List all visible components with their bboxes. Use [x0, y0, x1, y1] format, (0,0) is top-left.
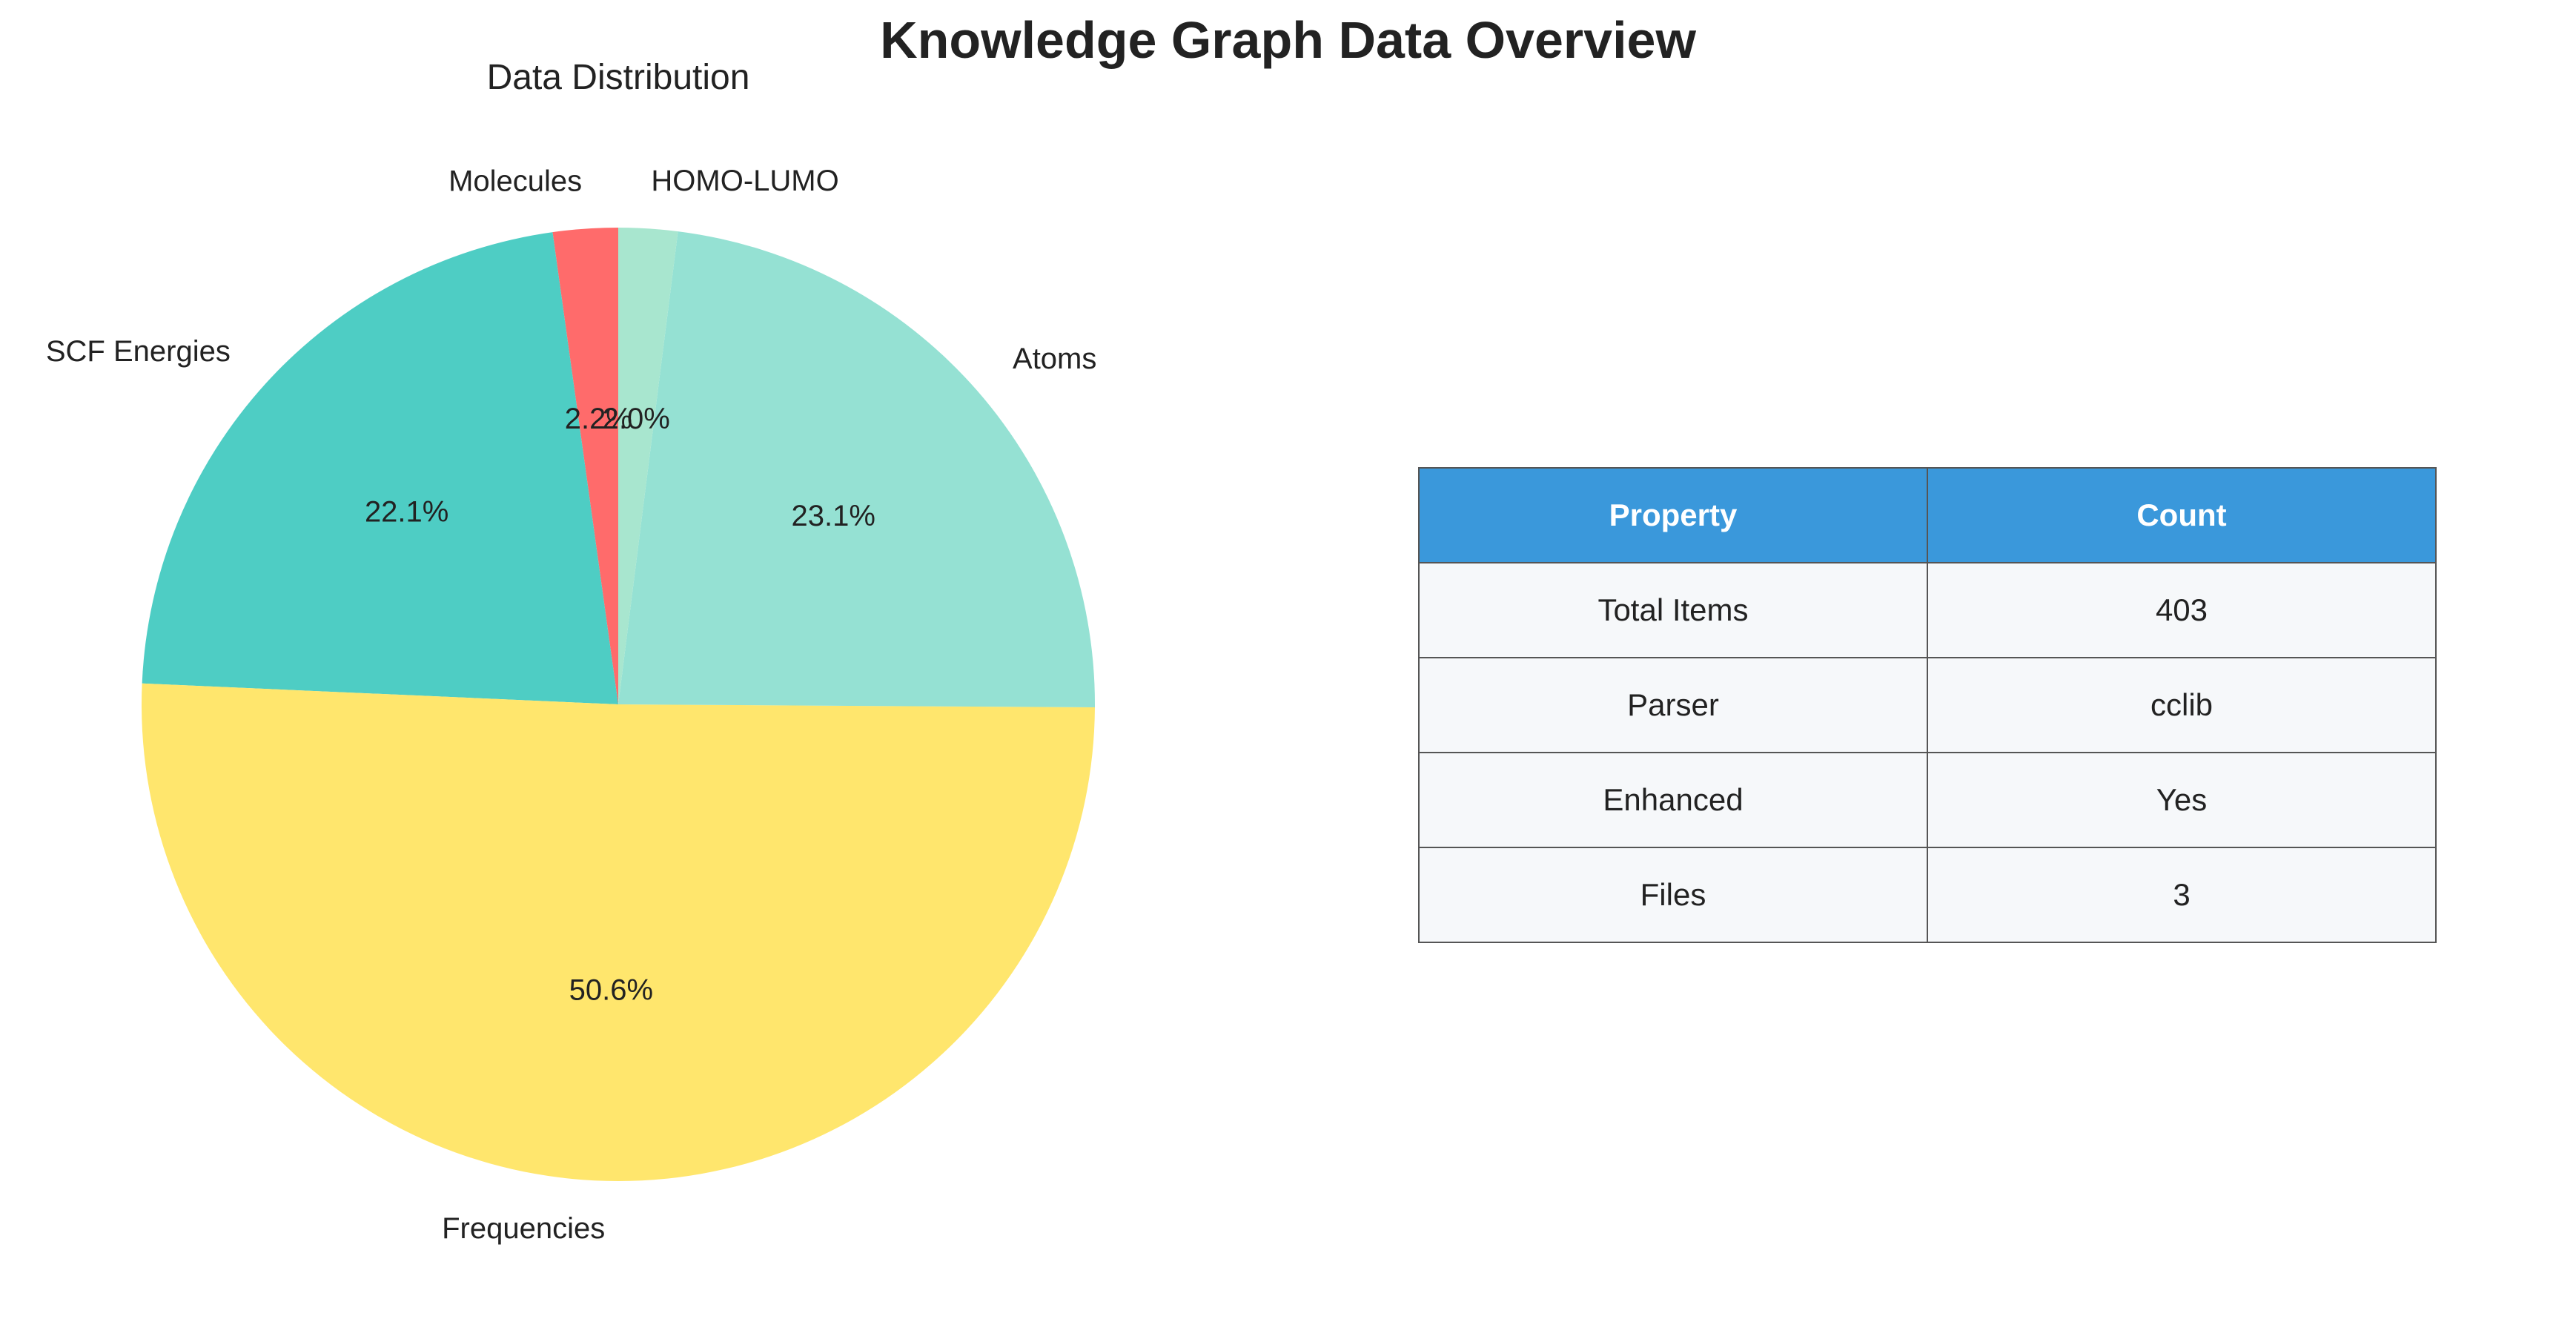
table-cell: Enhanced	[1418, 752, 1928, 848]
table-cell: Total Items	[1418, 562, 1928, 658]
pie-percent-label: 23.1%	[791, 500, 875, 532]
pie-slice-frequencies	[142, 683, 1095, 1181]
table-cell: Files	[1418, 847, 1928, 943]
pie-slice-homo-lumo	[618, 228, 678, 704]
pie-title: Data Distribution	[487, 58, 750, 97]
pie-label: Molecules	[448, 165, 582, 197]
pie-slice-scf-energies	[142, 232, 618, 704]
table-cell: 403	[1927, 562, 2437, 658]
table-row: Parser cclib	[1418, 657, 2437, 753]
summary-table: Property Count Total Items 403 Parser cc…	[1418, 467, 2437, 943]
pie-label: SCF Energies	[46, 335, 231, 368]
table-header-count: Count	[1927, 467, 2437, 563]
figure-title: Knowledge Graph Data Overview	[880, 11, 1696, 69]
table-row: Enhanced Yes	[1418, 752, 2437, 848]
pie-label: Frequencies	[442, 1212, 605, 1245]
table-cell: 3	[1927, 847, 2437, 943]
table-row: Total Items 403	[1418, 562, 2437, 658]
pie-slices	[142, 228, 1095, 1181]
table-header-property: Property	[1418, 467, 1928, 563]
table-cell: cclib	[1927, 657, 2437, 753]
pie-percent-label: 2.0%	[603, 403, 670, 435]
pie-chart: Data Distribution Molecules 2.2% SCF Energ…	[46, 58, 1097, 1245]
table-cell: Parser	[1418, 657, 1928, 753]
pie-percent-label: 50.6%	[569, 974, 653, 1007]
table-cell: Yes	[1927, 752, 2437, 848]
table-row: Files 3	[1418, 847, 2437, 943]
pie-percent-label: 2.2%	[565, 403, 632, 435]
pie-label: Atoms	[1013, 343, 1096, 375]
pie-slice-atoms	[618, 231, 1095, 708]
pie-percent-label: 22.1%	[365, 495, 448, 528]
table-header-row: Property Count	[1418, 467, 2437, 563]
pie-label: HOMO-LUMO	[651, 165, 838, 197]
pie-labels: Molecules 2.2% SCF Energies 22.1% Frequencie…	[46, 165, 1097, 1245]
pie-slice-molecules	[552, 228, 618, 704]
